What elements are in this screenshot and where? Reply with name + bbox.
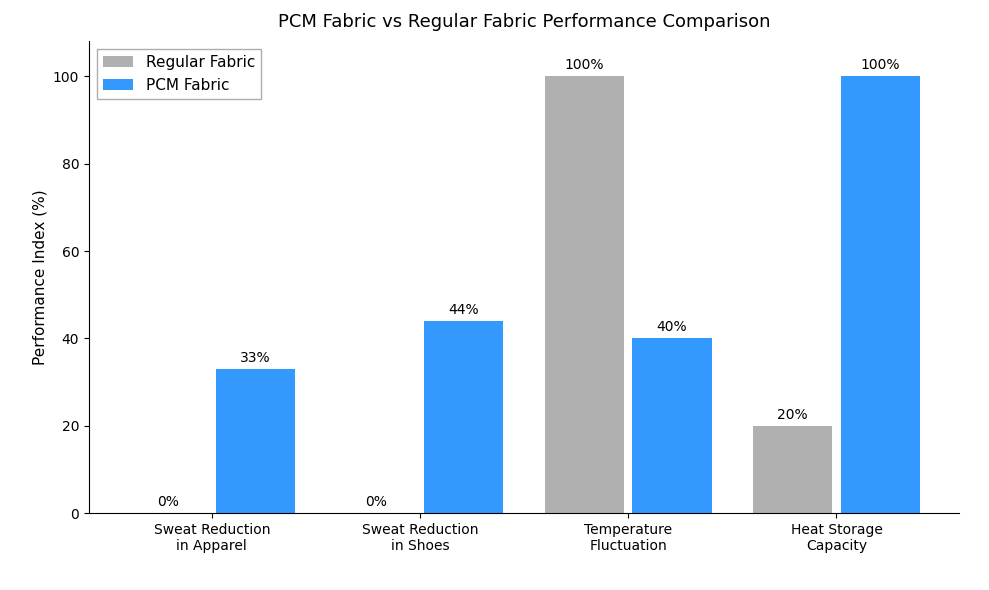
Text: 0%: 0% <box>157 495 179 509</box>
Bar <box>754 426 833 513</box>
Text: 33%: 33% <box>240 350 271 365</box>
Bar <box>424 321 503 513</box>
Text: 100%: 100% <box>565 58 604 72</box>
Bar <box>216 369 295 513</box>
Text: 100%: 100% <box>860 58 900 72</box>
Title: PCM Fabric vs Regular Fabric Performance Comparison: PCM Fabric vs Regular Fabric Performance… <box>278 14 770 31</box>
Bar <box>632 339 711 513</box>
Bar <box>841 76 920 513</box>
Legend: Regular Fabric, PCM Fabric: Regular Fabric, PCM Fabric <box>97 49 261 99</box>
Text: 20%: 20% <box>777 408 808 421</box>
Y-axis label: Performance Index (%): Performance Index (%) <box>33 189 47 365</box>
Text: 0%: 0% <box>365 495 388 509</box>
Text: 40%: 40% <box>657 320 687 334</box>
Bar <box>545 76 624 513</box>
Text: 44%: 44% <box>448 303 479 317</box>
